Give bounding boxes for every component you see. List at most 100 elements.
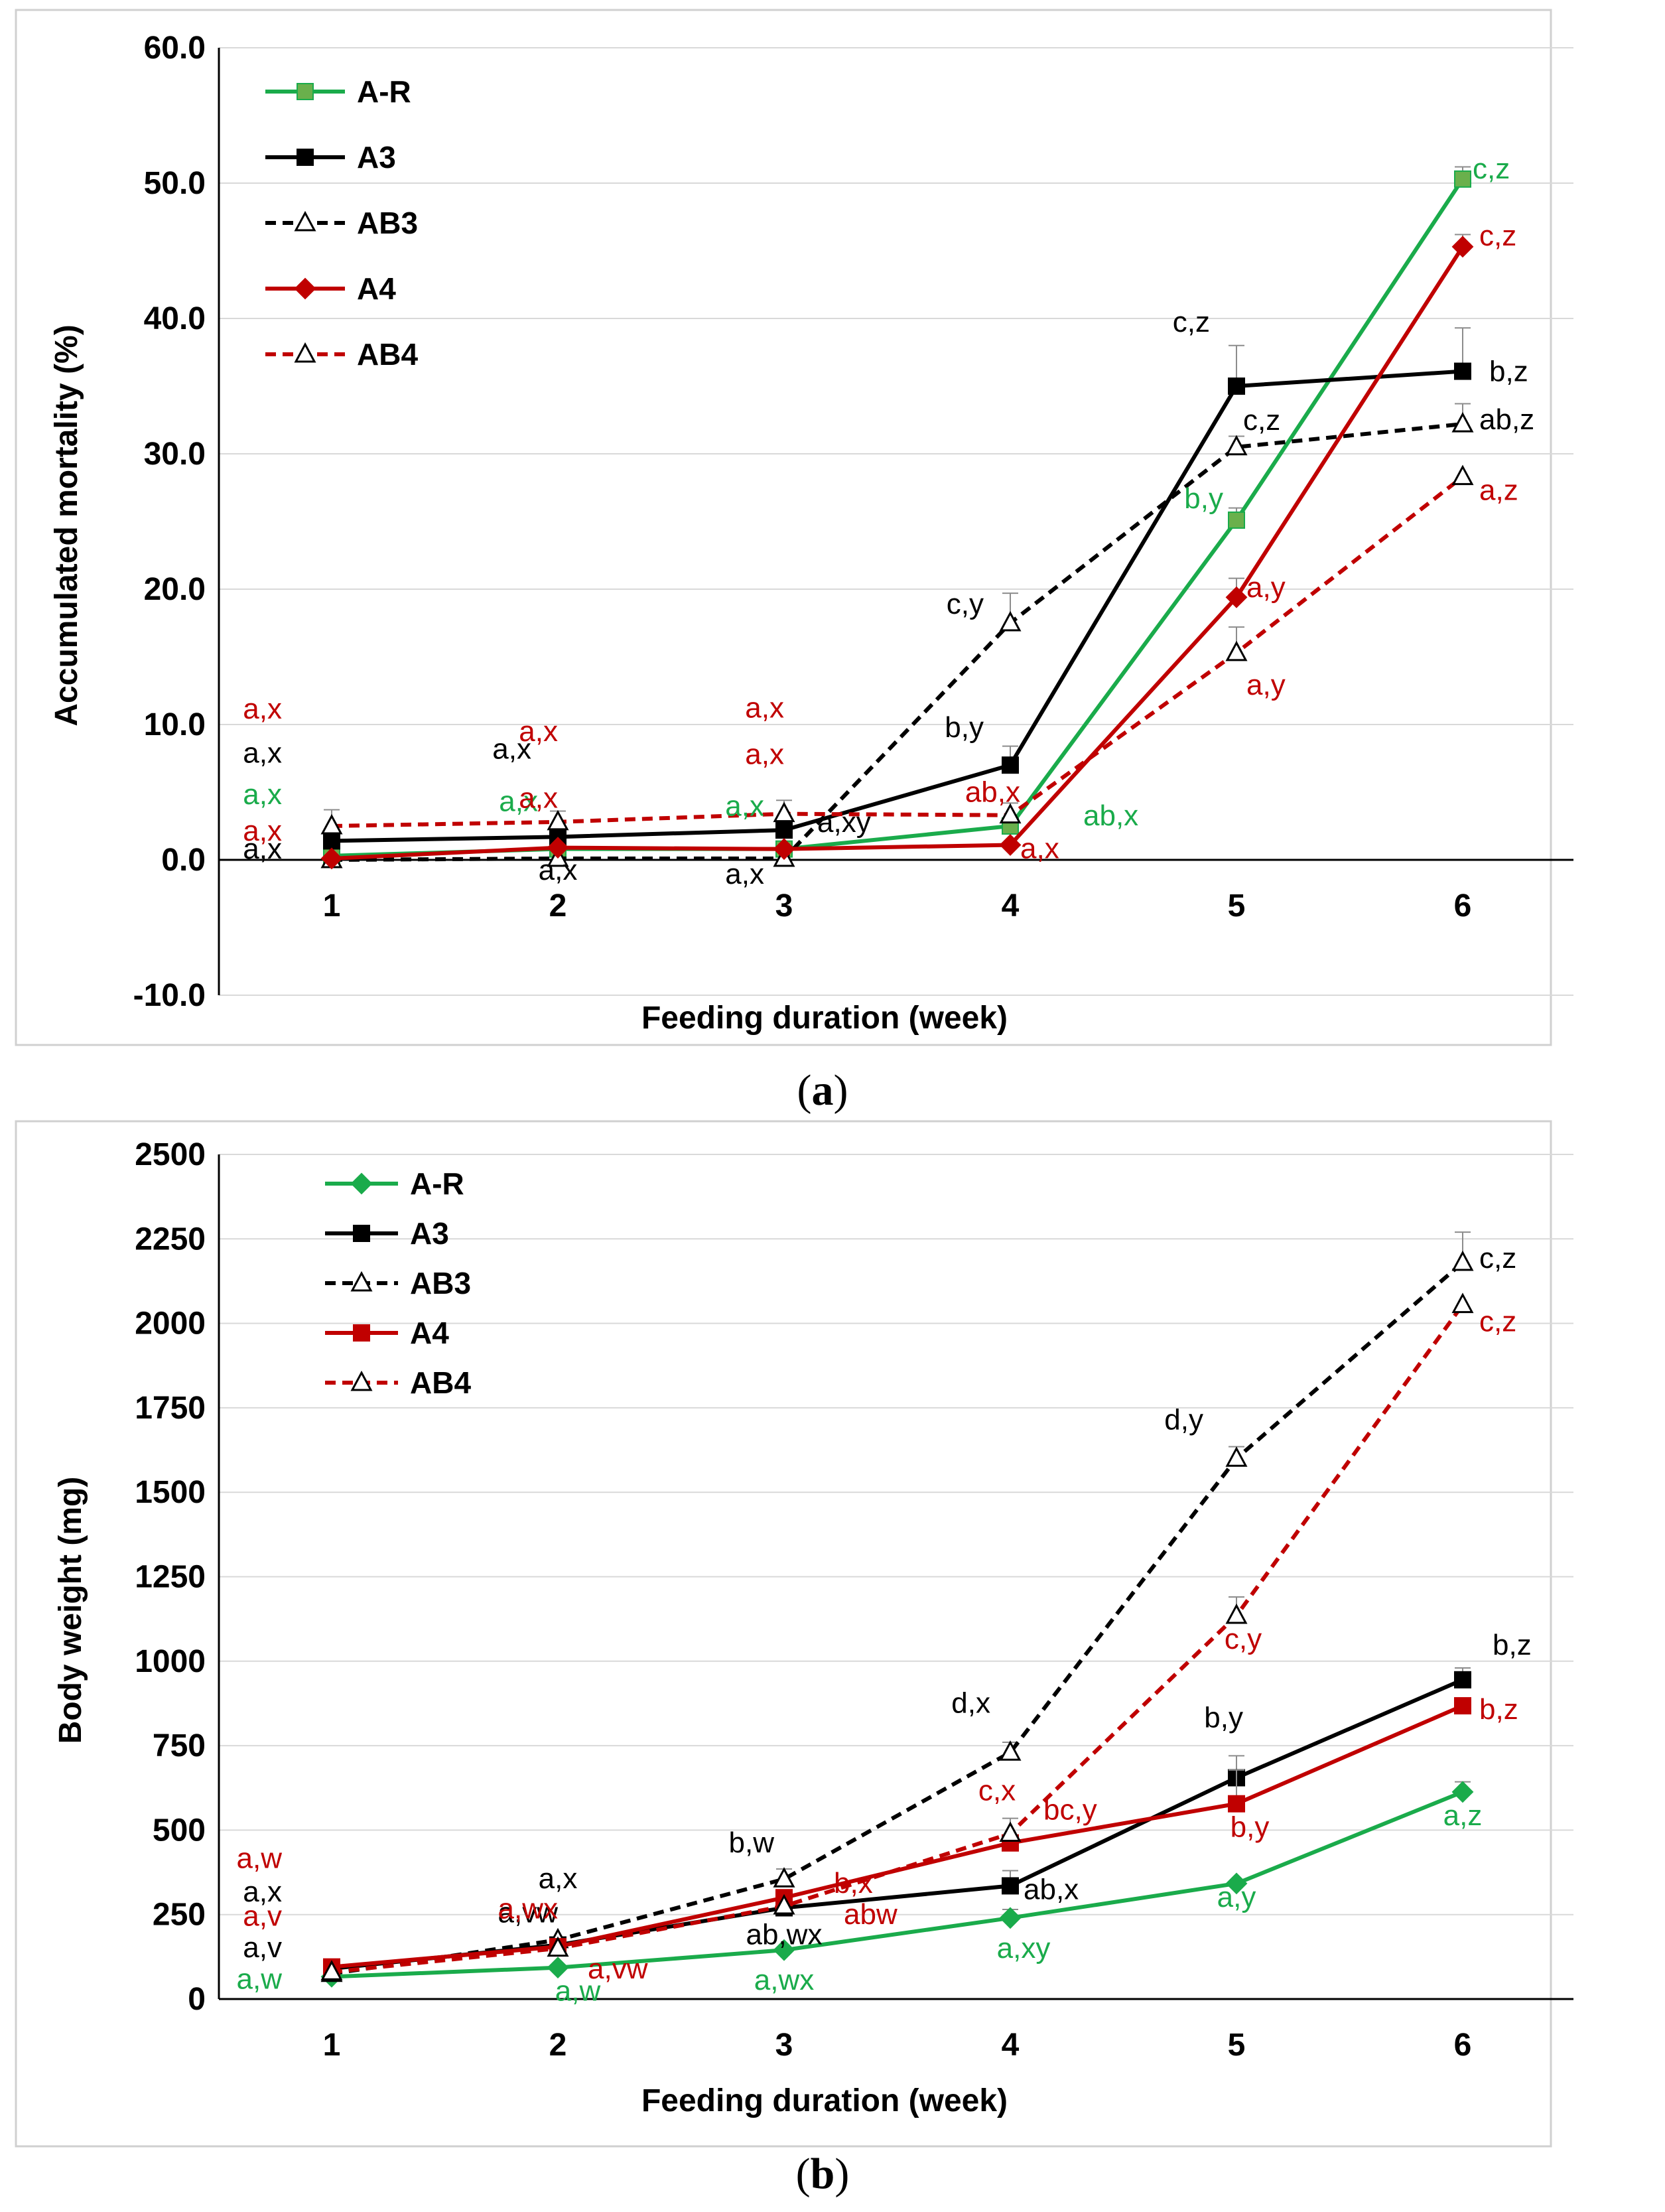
data-point-a3 [1002, 1877, 1019, 1895]
chart-a-caption: (a) [797, 1066, 848, 1115]
chart-a-x-axis-title: Feeding duration (week) [641, 1001, 1008, 1036]
x-tick-label: 3 [775, 888, 793, 924]
chart-a-x-tick-labels: 1 2 3 4 5 6 [323, 888, 1472, 924]
legend-entry-ab3: AB3 [265, 206, 418, 240]
legend-marker [294, 342, 316, 363]
legend-marker [297, 83, 314, 100]
data-point-ab4 [320, 1960, 343, 1980]
x-tick-label: 6 [1454, 2028, 1472, 2063]
y-tick-label: 30.0 [144, 437, 206, 472]
data-label: a,x [243, 693, 282, 725]
legend-label: A4 [357, 271, 396, 306]
x-tick-label: 6 [1454, 888, 1472, 924]
y-tick-label: 1250 [135, 1560, 206, 1595]
legend-label: A4 [410, 1316, 449, 1350]
data-point-ab3 [999, 610, 1022, 632]
data-label: ab,x [965, 776, 1020, 809]
x-tick-label: 4 [1002, 2028, 1020, 2063]
chart-a-y-axis-title: Accumulated mortality (%) [49, 324, 84, 726]
legend-entry-a-r: A-R [265, 74, 411, 109]
data-label: a,x [243, 833, 282, 865]
data-point-a3 [323, 832, 340, 850]
series-line-a4 [331, 245, 1465, 861]
data-point-ab4 [547, 1936, 569, 1957]
chart-panel-b: 0 250 500 750 1000 1250 1500 1750 2000 2250 2500 1… [15, 1120, 1573, 2198]
data-point-a4 [1225, 586, 1248, 608]
x-tick-label: 3 [775, 2028, 793, 2063]
data-point-ab3 [999, 1740, 1022, 1761]
data-label: a,xy [817, 806, 871, 839]
data-label: a,xy [997, 1932, 1051, 1965]
data-point-ab4 [547, 809, 569, 831]
legend-entry-a3: A3 [265, 140, 396, 174]
data-label: a,x [519, 782, 558, 815]
data-label: c,z [1479, 1242, 1516, 1275]
data-label: a,x [243, 1876, 282, 1908]
legend-entry-ab4: AB4 [265, 337, 418, 372]
chart-b-y-axis-title: Body weight (mg) [53, 1477, 88, 1744]
data-point-a3 [1228, 378, 1245, 395]
data-point-ab3 [1225, 435, 1248, 456]
legend-marker [294, 210, 316, 232]
x-tick-label: 1 [323, 2028, 341, 2063]
data-point-a4 [1451, 236, 1474, 258]
data-point-a4 [547, 837, 569, 859]
legend-entry-a3: A3 [325, 1216, 449, 1251]
data-label: a,z [1443, 1799, 1483, 1832]
series-line-ab4 [331, 475, 1464, 828]
y-tick-label: 2250 [135, 1221, 206, 1257]
legend-marker [353, 1225, 370, 1242]
x-tick-label: 4 [1002, 888, 1020, 924]
y-tick-label: 50.0 [144, 166, 206, 201]
data-label: a,y [1246, 669, 1286, 701]
data-point-a3 [1002, 756, 1019, 774]
data-label: a,w [237, 1963, 283, 1995]
data-label: abw [844, 1898, 898, 1931]
chart-b-x-tick-labels: 1 2 3 4 5 6 [323, 2028, 1472, 2063]
data-point-ab4 [1225, 1603, 1248, 1624]
chart-a-series [320, 166, 1474, 870]
data-label: b,x [834, 1867, 873, 1900]
series-line-ab4 [331, 1303, 1465, 1974]
legend-entry-a4: A4 [325, 1316, 449, 1350]
data-point-a-r [1228, 511, 1245, 529]
data-label: c,y [947, 588, 984, 620]
data-label: a,wx [754, 1964, 814, 1996]
y-tick-label: 2500 [135, 1137, 206, 1172]
y-tick-label: 250 [153, 1898, 206, 1933]
chart-b-legend: A-R A3 AB3 A4 AB4 [325, 1166, 471, 1400]
legend-entry-a-r: A-R [325, 1166, 464, 1201]
chart-b-y-tick-labels: 0 250 500 750 1000 1250 1500 1750 2000 2250 2500 [135, 1137, 206, 2017]
data-label: a,y [1246, 571, 1286, 604]
legend-label: A3 [357, 140, 396, 174]
chart-b-x-axis-title: Feeding duration (week) [641, 2083, 1008, 2118]
data-point-ab3 [1225, 1446, 1248, 1467]
data-point-ab4 [999, 803, 1022, 824]
legend-marker [294, 277, 316, 300]
data-label: c,z [1479, 1306, 1516, 1338]
chart-b-annotations: a,w a,w a,wx a,xy a,y a,z a,v a,vw ab,wx ab,x b,y b… [237, 1242, 1532, 2008]
series-line-a3 [331, 369, 1463, 843]
data-point-a-r [1225, 1872, 1248, 1895]
y-tick-label: 1000 [135, 1644, 206, 1679]
x-tick-label: 1 [323, 888, 341, 924]
y-tick-label: 60.0 [144, 31, 206, 66]
data-label: ab,x [1083, 799, 1138, 832]
series-line-a-r [331, 1790, 1464, 1979]
chart-a-legend: A-R A3 AB3 A4 AB4 [265, 74, 418, 372]
data-point-ab4 [1451, 1292, 1474, 1314]
data-label: c,z [1243, 404, 1280, 437]
legend-marker [350, 1172, 373, 1195]
data-point-a4 [1454, 1697, 1471, 1715]
legend-marker [350, 1271, 373, 1292]
data-point-a4 [999, 834, 1022, 856]
legend-marker [350, 1370, 373, 1391]
legend-label: A3 [410, 1216, 449, 1251]
y-tick-label: 750 [153, 1728, 206, 1763]
data-point-a-r [773, 1939, 795, 1961]
data-label: a,z [1479, 474, 1518, 507]
data-label: c,z [1479, 220, 1516, 252]
data-label: d,x [951, 1687, 990, 1719]
